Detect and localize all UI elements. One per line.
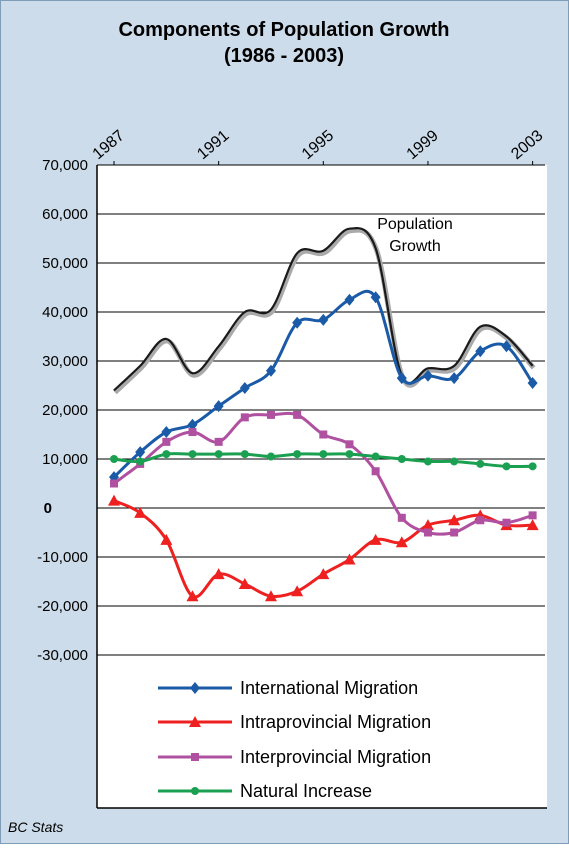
legend-label: Natural Increase <box>240 781 372 801</box>
source: BC Stats <box>8 819 63 835</box>
marker <box>423 457 432 466</box>
y-tick-label: 30,000 <box>42 353 88 370</box>
marker <box>397 513 406 522</box>
marker <box>162 450 171 459</box>
line-label-box: Population Growth <box>377 216 453 255</box>
marker <box>475 345 486 358</box>
marker <box>265 364 276 377</box>
marker <box>371 452 380 461</box>
marker <box>345 440 354 449</box>
marker <box>188 450 197 459</box>
y-tick-label: 10,000 <box>42 451 88 468</box>
marker <box>108 494 121 506</box>
chart-subtitle: (1986 - 2003) <box>224 45 344 67</box>
marker <box>136 457 145 466</box>
marker <box>213 400 224 413</box>
marker <box>344 293 355 306</box>
y-tick-label: 60,000 <box>42 206 88 223</box>
marker <box>476 459 485 468</box>
marker <box>135 446 146 459</box>
marker <box>291 585 304 597</box>
marker <box>502 462 511 471</box>
marker <box>528 511 537 520</box>
marker <box>421 519 434 531</box>
marker <box>527 377 538 390</box>
marker <box>189 716 201 727</box>
marker <box>293 450 302 459</box>
y-tick-label: 70,000 <box>42 157 88 174</box>
marker <box>212 568 225 580</box>
marker <box>317 568 330 580</box>
marker <box>191 787 199 795</box>
marker <box>134 506 147 518</box>
marker <box>450 457 459 466</box>
marker <box>448 514 461 526</box>
marker <box>110 479 119 488</box>
marker <box>162 437 171 446</box>
marker <box>343 553 356 565</box>
marker <box>476 516 485 525</box>
chart-title: Components of Population Growth <box>118 19 449 41</box>
marker <box>318 313 329 326</box>
y-tick-label: 50,000 <box>42 255 88 272</box>
marker <box>423 528 432 537</box>
marker <box>266 410 275 419</box>
marker <box>160 533 173 545</box>
marker <box>110 455 119 463</box>
marker <box>239 381 250 394</box>
marker <box>188 428 197 437</box>
legend-label: International Migration <box>240 678 418 698</box>
marker <box>240 450 249 459</box>
marker <box>186 590 199 602</box>
y-tick-label: 20,000 <box>42 402 88 419</box>
y-tick-label: -10,000 <box>37 549 88 566</box>
marker <box>266 452 275 461</box>
marker <box>319 450 328 459</box>
marker <box>238 577 251 589</box>
y-tick-label: 0 <box>44 500 52 517</box>
legend-label: Intraprovincial Migration <box>240 712 431 732</box>
marker <box>396 372 407 385</box>
marker <box>371 467 380 476</box>
marker <box>422 369 433 382</box>
marker <box>501 340 512 353</box>
marker <box>528 462 537 471</box>
marker <box>526 519 539 531</box>
y-tick-label: -20,000 <box>37 598 88 615</box>
line-label: Population Growth <box>377 216 453 255</box>
y-tick-label: 40,000 <box>42 304 88 321</box>
marker <box>397 455 406 463</box>
marker <box>395 536 408 548</box>
marker <box>161 426 172 439</box>
marker <box>190 682 200 694</box>
marker <box>319 430 328 439</box>
marker <box>345 450 354 459</box>
marker <box>214 450 223 459</box>
marker <box>292 316 303 329</box>
marker <box>187 418 198 431</box>
series-line <box>113 227 534 392</box>
marker <box>502 518 511 527</box>
marker <box>370 291 381 304</box>
marker <box>214 437 223 446</box>
marker <box>191 753 199 761</box>
marker <box>264 590 277 602</box>
marker <box>450 528 459 537</box>
legend-label: Interprovincial Migration <box>240 747 431 767</box>
plot-box <box>97 165 547 808</box>
marker <box>369 533 382 545</box>
marker <box>293 410 302 419</box>
marker <box>449 372 460 385</box>
y-tick-label: -30,000 <box>37 647 88 664</box>
marker <box>240 413 249 422</box>
